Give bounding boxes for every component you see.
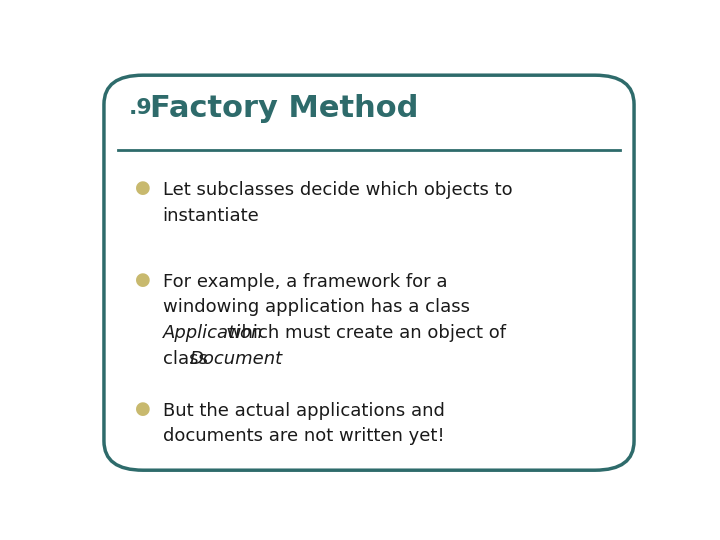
Text: .9: .9 <box>129 98 153 118</box>
Text: Document: Document <box>189 350 282 368</box>
Text: class: class <box>163 350 213 368</box>
Text: ●: ● <box>135 400 150 417</box>
Text: documents are not written yet!: documents are not written yet! <box>163 427 444 446</box>
Text: But the actual applications and: But the actual applications and <box>163 402 444 420</box>
Text: Let subclasses decide which objects to: Let subclasses decide which objects to <box>163 181 512 199</box>
Text: Factory Method: Factory Method <box>150 94 418 123</box>
Text: instantiate: instantiate <box>163 207 259 225</box>
Text: which must create an object of: which must create an object of <box>221 324 506 342</box>
Text: Application: Application <box>163 324 263 342</box>
FancyBboxPatch shape <box>104 75 634 470</box>
Text: ●: ● <box>135 271 150 288</box>
Text: For example, a framework for a: For example, a framework for a <box>163 273 447 291</box>
Text: windowing application has a class: windowing application has a class <box>163 299 469 316</box>
Text: ●: ● <box>135 179 150 197</box>
